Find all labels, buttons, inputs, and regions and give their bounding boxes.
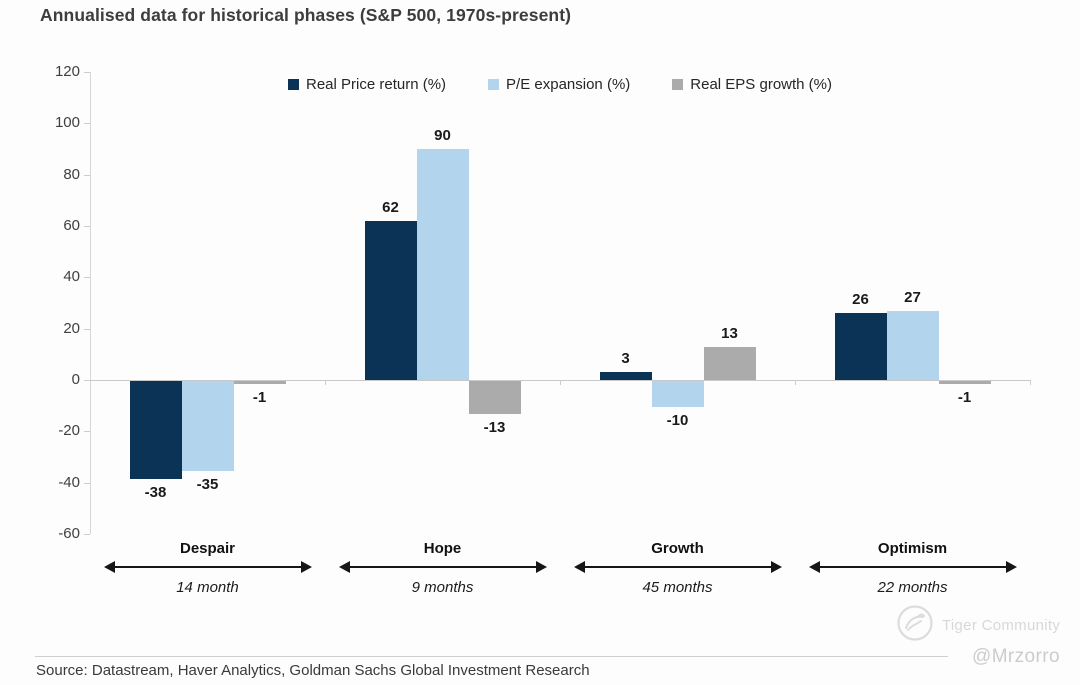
y-tick-label: 80 [63,165,80,183]
y-tick-mark [84,431,90,433]
bar-value-label: 62 [382,198,399,216]
bar [129,381,182,479]
arrow-shaft [582,566,773,568]
phase-double-arrow-icon [338,561,547,574]
y-tick-mark [84,534,90,535]
bar-value-label: 27 [904,288,921,306]
phase-duration: 14 month [176,579,239,596]
y-tick-label: -20 [58,422,80,440]
y-tick-mark [84,380,90,381]
phase-duration: 45 months [642,579,713,596]
phase-double-arrow-icon [103,561,312,574]
bar [703,346,756,380]
legend-item: Real EPS growth (%) [672,76,832,93]
legend: Real Price return (%) P/E expansion (%) Re… [90,76,1030,93]
bar-value-label: 3 [621,350,630,368]
phase-duration: 9 months [411,579,474,596]
legend-item: P/E expansion (%) [488,76,630,93]
x-axis-tick [795,380,796,385]
legend-swatch-icon [672,79,684,90]
bar-value-label: 90 [434,127,451,144]
legend-swatch-icon [288,79,299,90]
watermark-handle: @Mrzorro [972,646,1060,667]
x-axis-tick [325,380,326,385]
y-tick-label: -60 [58,525,80,542]
source-divider [35,656,948,657]
bar-value-label: -38 [144,483,167,501]
x-axis-tick [1030,380,1031,385]
arrow-head-right [1005,561,1017,573]
legend-label: P/E expansion (%) [506,76,631,93]
phase-group: Despair 14 month [103,540,312,596]
arrow-head-right [535,561,547,573]
legend-item: Real Price return (%) [288,76,446,93]
bar-value-label: 26 [852,291,869,309]
y-tick-mark [84,277,90,279]
watermark: Tiger Community @Mrzorro [896,604,1080,667]
bar [416,149,469,380]
y-tick-label: 100 [54,114,80,132]
phase-label: Growth [651,540,704,557]
arrow-shaft [347,566,538,568]
phase-duration: 22 months [877,579,948,596]
bar [233,381,286,384]
bar [599,372,652,380]
y-tick-label: -40 [58,473,80,491]
y-tick-mark [84,482,90,484]
bar-value-label: -13 [483,419,506,437]
bar [181,381,234,471]
x-axis-tick [560,380,561,385]
y-tick-mark [84,123,90,125]
phase-label: Despair [179,540,236,557]
arrow-head-right [300,561,312,573]
bar [651,381,704,407]
phase-label: Hope [423,540,462,557]
bar [886,310,939,380]
bar [834,313,887,380]
phase-group: Growth 45 months [573,540,782,596]
arrow-shaft [817,566,1008,568]
y-tick-label: 0 [71,371,80,388]
arrow-head-left [103,561,115,573]
bar-value-label: 13 [721,324,738,342]
tiger-logo-icon [896,604,934,647]
phase-double-arrow-icon [808,561,1017,574]
source-text: Source: Datastream, Haver Analytics, Gol… [36,662,590,679]
phase-group: Optimism 22 months [808,540,1017,596]
bar-value-label: -1 [252,388,267,406]
watermark-community-label: Tiger Community [942,617,1061,634]
y-tick-label: 40 [63,268,80,286]
phase-double-arrow-icon [573,561,782,574]
bar [468,381,521,415]
arrow-head-right [770,561,782,573]
y-tick-label: 120 [54,63,80,80]
phase-group: Hope 9 months [338,540,547,596]
bar-value-label: -10 [666,411,689,429]
arrow-shaft [112,566,303,568]
chart-title: Annualised data for historical phases (S… [40,5,572,25]
y-tick-mark [84,226,90,227]
y-tick-label: 20 [63,319,80,337]
bar-value-label: -35 [196,475,219,493]
y-tick-mark [84,72,90,73]
legend-label: Real EPS growth (%) [690,76,832,93]
bar [364,220,417,380]
y-axis-line [90,72,91,534]
arrow-head-left [808,561,820,573]
arrow-head-left [573,561,585,573]
y-tick-label: 60 [63,217,80,234]
legend-label: Real Price return (%) [306,76,447,93]
bar [938,381,991,384]
phase-label: Optimism [877,540,948,557]
y-tick-mark [84,174,90,176]
legend-swatch-icon [488,79,500,90]
bar-value-label: -1 [957,388,972,406]
y-tick-mark [84,328,90,330]
arrow-head-left [338,561,350,573]
